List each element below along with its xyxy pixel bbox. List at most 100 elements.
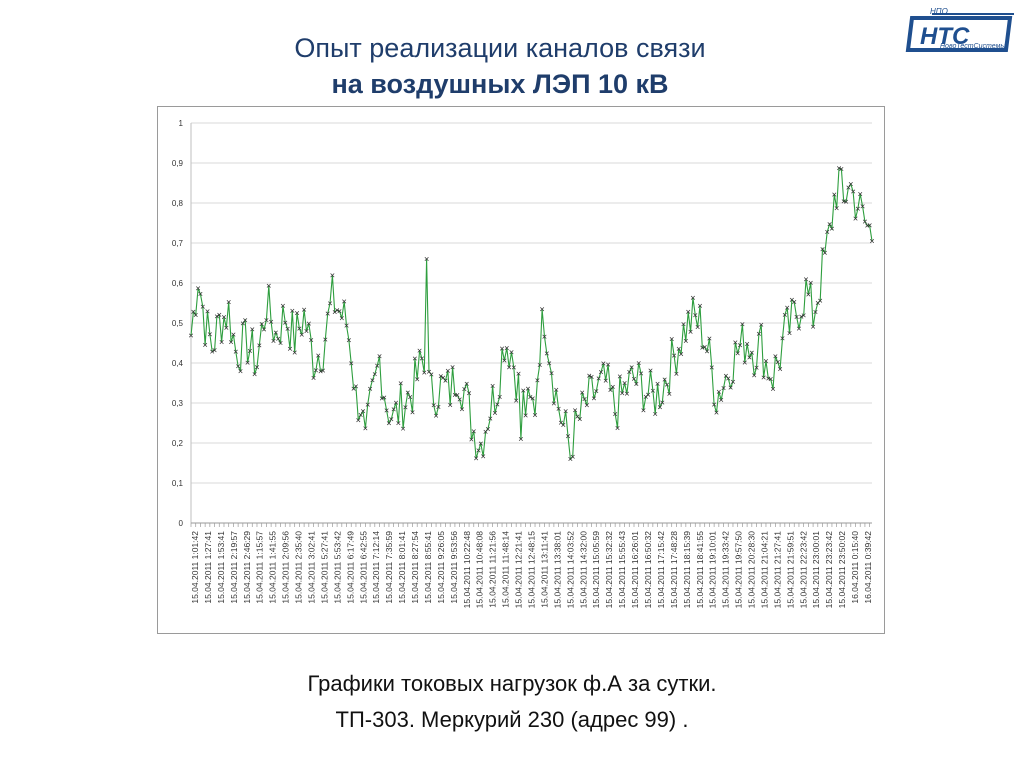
- x-tick-label: 15.04.2011 19:57:50: [734, 531, 744, 609]
- x-tick-label: 15.04.2011 5:27:41: [319, 531, 329, 604]
- data-point: [596, 376, 601, 381]
- data-point: [207, 332, 212, 337]
- data-point: [551, 401, 556, 406]
- x-tick-label: 15.04.2011 1:27:41: [203, 531, 213, 604]
- data-point: [469, 437, 474, 442]
- x-tick-label: 15.04.2011 21:27:41: [772, 531, 782, 609]
- data-point: [448, 403, 453, 408]
- data-point: [436, 404, 441, 410]
- data-point: [304, 329, 309, 334]
- data-point: [742, 360, 747, 365]
- y-tick-label: 0: [179, 519, 184, 528]
- data-point: [257, 343, 262, 348]
- data-point: [634, 381, 639, 386]
- data-point: [424, 256, 429, 262]
- data-point: [655, 381, 660, 386]
- data-point: [393, 400, 399, 405]
- data-point: [598, 370, 604, 375]
- data-point: [702, 345, 707, 350]
- x-tick-label: 15.04.2011 2:09:56: [281, 531, 291, 604]
- data-point: [250, 327, 255, 332]
- data-point: [247, 348, 252, 353]
- data-point: [801, 313, 806, 318]
- x-tick-label: 15.04.2011 9:53:56: [449, 531, 459, 604]
- data-point: [365, 402, 370, 407]
- data-point: [726, 376, 731, 381]
- data-point: [591, 396, 596, 401]
- data-point: [763, 359, 769, 364]
- data-point: [761, 375, 766, 380]
- data-point: [773, 354, 778, 359]
- title-line-1: Опыт реализации каналов связи: [294, 33, 706, 63]
- x-tick-label: 15.04.2011 20:28:30: [747, 531, 757, 609]
- data-point: [714, 410, 719, 415]
- data-point: [735, 351, 740, 356]
- data-point: [236, 364, 241, 369]
- data-point: [502, 358, 507, 363]
- data-point: [471, 429, 476, 434]
- data-point: [212, 348, 217, 353]
- data-point: [803, 277, 809, 282]
- data-point: [834, 206, 839, 211]
- data-point: [759, 322, 764, 327]
- data-point: [476, 448, 481, 453]
- data-point: [636, 361, 641, 366]
- x-tick-label: 15.04.2011 1:53:41: [216, 531, 226, 604]
- data-point: [405, 390, 410, 395]
- data-point: [754, 365, 759, 370]
- data-point: [198, 291, 203, 297]
- data-point: [627, 369, 632, 375]
- x-tick-label: 15.04.2011 11:21:56: [488, 531, 498, 608]
- data-point: [811, 324, 816, 329]
- data-point: [516, 371, 521, 376]
- x-tick-label: 15.04.2011 17:15:42: [656, 531, 666, 609]
- data-point: [271, 338, 276, 343]
- data-point: [273, 330, 278, 335]
- chart-caption-1: Графики токовых нагрузок ф.А за сутки.: [307, 671, 717, 696]
- data-point: [398, 381, 403, 386]
- data-point: [528, 395, 533, 400]
- x-tick-label: 15.04.2011 10:48:08: [475, 531, 485, 609]
- data-point: [276, 336, 281, 341]
- x-tick-label: 15.04.2011 9:26:05: [436, 531, 446, 604]
- data-point: [832, 192, 837, 197]
- x-tick-label: 15.04.2011 18:41:55: [695, 531, 705, 609]
- data-point: [521, 388, 526, 393]
- data-point: [836, 166, 842, 171]
- data-point: [507, 365, 512, 370]
- data-point: [707, 336, 712, 341]
- data-point: [563, 409, 568, 414]
- data-point: [542, 334, 547, 339]
- data-point: [820, 247, 825, 252]
- data-point: [266, 283, 271, 288]
- data-point: [492, 410, 498, 415]
- data-point: [818, 298, 823, 303]
- data-point: [203, 342, 208, 347]
- data-point: [478, 441, 483, 446]
- data-point: [747, 355, 752, 360]
- data-point: [532, 413, 538, 418]
- data-point: [690, 295, 695, 300]
- data-point: [589, 374, 594, 379]
- x-tick-label: 15.04.2011 13:38:01: [552, 531, 562, 609]
- data-point: [674, 371, 679, 376]
- data-point: [676, 346, 681, 351]
- data-point: [851, 189, 856, 194]
- data-point: [615, 426, 620, 431]
- x-tick-label: 15.04.2011 16:50:32: [643, 531, 653, 609]
- data-point: [229, 340, 234, 345]
- x-tick-label: 15.04.2011 3:02:41: [306, 531, 316, 604]
- data-point: [462, 387, 467, 392]
- data-point: [269, 319, 274, 324]
- data-point: [474, 456, 479, 461]
- x-tick-label: 15.04.2011 14:03:52: [565, 531, 575, 609]
- x-tick-label: 15.04.2011 21:59:51: [785, 531, 795, 609]
- data-point: [290, 308, 295, 313]
- data-point: [594, 389, 599, 394]
- data-point: [648, 368, 653, 373]
- data-point: [858, 191, 863, 197]
- data-point: [631, 376, 637, 381]
- data-point: [339, 316, 344, 321]
- x-tick-label: 15.04.2011 23:00:01: [811, 531, 821, 609]
- data-point: [368, 386, 373, 391]
